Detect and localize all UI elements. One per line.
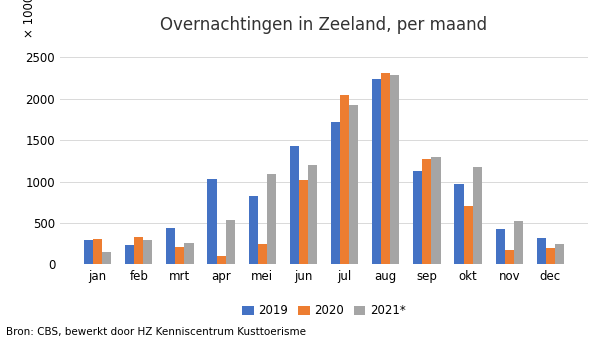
Bar <box>217 256 226 264</box>
Bar <box>505 250 514 264</box>
Bar <box>537 238 546 264</box>
Bar <box>125 245 134 264</box>
Bar <box>267 174 276 264</box>
Bar <box>473 167 482 264</box>
Bar <box>454 184 464 264</box>
Bar <box>431 157 440 264</box>
Bar <box>102 252 111 264</box>
Bar <box>340 95 349 264</box>
Title: Overnachtingen in Zeeland, per maand: Overnachtingen in Zeeland, per maand <box>160 16 488 34</box>
Bar <box>372 79 381 264</box>
Bar <box>290 146 299 264</box>
Text: × 1000: × 1000 <box>23 0 36 38</box>
Bar <box>514 220 523 264</box>
Legend: 2019, 2020, 2021*: 2019, 2020, 2021* <box>238 299 410 322</box>
Bar <box>208 179 217 264</box>
Bar <box>184 243 194 264</box>
Bar <box>422 159 431 264</box>
Bar <box>226 220 235 264</box>
Bar <box>258 244 267 264</box>
Bar <box>175 247 184 264</box>
Bar <box>248 196 258 264</box>
Bar <box>308 165 317 264</box>
Bar <box>134 238 143 264</box>
Bar <box>166 228 175 264</box>
Bar <box>299 180 308 264</box>
Bar <box>93 239 102 264</box>
Bar <box>464 206 473 264</box>
Bar <box>413 171 422 264</box>
Bar <box>390 75 400 264</box>
Bar <box>143 240 152 264</box>
Bar <box>331 122 340 264</box>
Bar <box>555 244 564 264</box>
Bar <box>84 240 93 264</box>
Text: Bron: CBS, bewerkt door HZ Kenniscentrum Kusttoerisme: Bron: CBS, bewerkt door HZ Kenniscentrum… <box>6 327 306 337</box>
Bar <box>496 229 505 264</box>
Bar <box>546 248 555 264</box>
Bar <box>349 105 358 264</box>
Bar <box>381 73 390 264</box>
